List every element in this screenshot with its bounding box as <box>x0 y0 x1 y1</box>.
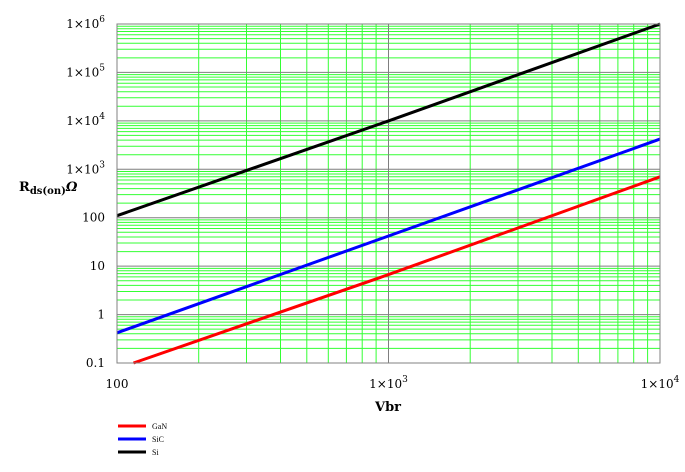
legend-label-gan: GaN <box>152 422 167 431</box>
x-tick-label-base: 1×10 <box>369 377 402 391</box>
y-tick-label-exponent: 6 <box>99 15 105 25</box>
series-line-si <box>116 22 661 218</box>
y-tick-label: 0.1 <box>86 356 105 370</box>
y-axis-title: Rds(on)Ω <box>19 180 78 197</box>
y-tick-label-base: 1×10 <box>66 114 99 128</box>
y-tick-label-exponent: 3 <box>99 160 105 170</box>
legend-label-si: Si <box>152 448 159 457</box>
x-tick-label: 1×103 <box>369 375 408 391</box>
y-tick-label-base: 0.1 <box>86 356 105 370</box>
x-axis-title: Vbr <box>374 400 401 415</box>
y-axis-title-main: R <box>19 180 30 195</box>
y-tick-label-exponent: 4 <box>99 112 105 122</box>
y-tick-label-exponent: 5 <box>99 63 105 73</box>
y-tick-label: 1×103 <box>66 160 105 176</box>
legend: GaN SiC Si <box>118 422 167 457</box>
series-lines <box>116 22 661 365</box>
x-tick-label-base: 1×10 <box>641 377 674 391</box>
legend-label-sic: SiC <box>152 435 164 444</box>
plot-frame <box>116 23 661 364</box>
y-tick-label-base: 1 <box>97 308 105 322</box>
y-axis-title-unit: Ω <box>65 180 78 195</box>
x-tick-label: 100 <box>106 377 129 391</box>
series-line-sic <box>116 137 661 335</box>
x-tick-label-exponent: 3 <box>402 375 408 385</box>
y-tick-label-base: 1×10 <box>66 162 99 176</box>
y-tick-label: 1×104 <box>66 112 105 128</box>
y-tick-label: 1×105 <box>66 63 105 79</box>
y-tick-label: 10 <box>90 259 105 273</box>
y-tick-label: 100 <box>82 211 105 225</box>
y-tick-label-base: 100 <box>82 211 105 225</box>
y-tick-label-base: 1×10 <box>66 65 99 79</box>
x-tick-label-base: 100 <box>106 377 129 391</box>
y-tick-label-base: 10 <box>90 259 105 273</box>
y-tick-label-base: 1×10 <box>66 17 99 31</box>
y-tick-label: 1×106 <box>66 15 105 31</box>
x-tick-label: 1×104 <box>641 375 680 391</box>
series-line-gan <box>133 175 661 365</box>
x-tick-label-exponent: 4 <box>674 375 680 385</box>
y-tick-label: 1 <box>97 308 105 322</box>
x-tick-labels: 100 1×103 1×104 <box>106 375 680 391</box>
y-axis-title-subscript: ds(on) <box>30 186 66 197</box>
